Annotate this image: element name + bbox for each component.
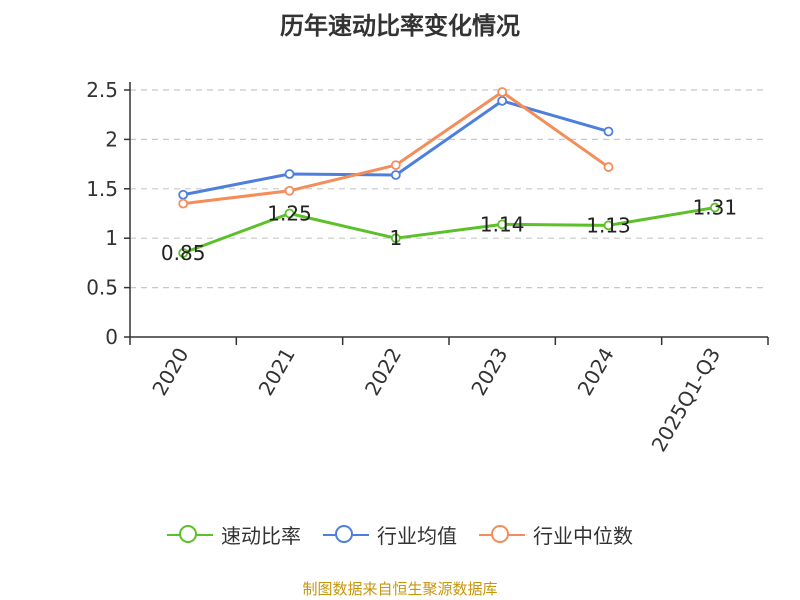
data-point — [178, 189, 189, 200]
x-tick-label: 2024 — [573, 344, 619, 400]
y-tick-label: 1 — [105, 226, 118, 250]
x-tick-label: 2020 — [147, 344, 193, 400]
chart-title: 历年速动比率变化情况 — [280, 12, 520, 40]
legend-item-quick-ratio[interactable]: 速动比率 — [167, 520, 301, 549]
data-point — [284, 185, 295, 196]
legend-item-industry-mean[interactable]: 行业均值 — [323, 520, 457, 549]
y-tick-label: 2 — [105, 127, 118, 151]
legend-swatch-industry-mean — [323, 523, 369, 547]
legend-label: 速动比率 — [221, 524, 301, 548]
data-point — [390, 170, 401, 180]
data-label: 1.31 — [693, 196, 738, 220]
data-point — [603, 126, 614, 137]
legend-label: 行业中位数 — [533, 524, 633, 548]
data-label: 1.25 — [267, 202, 312, 226]
data-point — [390, 233, 401, 244]
y-tick-label: 0.5 — [86, 276, 118, 300]
legend-swatch-industry-median — [479, 523, 525, 547]
x-tick-label: 2021 — [254, 344, 300, 400]
data-point — [603, 162, 614, 172]
x-tick-label: 2023 — [466, 343, 512, 399]
legend-swatch-quick-ratio — [167, 523, 213, 547]
x-tick-label: 2025Q1-Q3 — [646, 344, 725, 456]
y-tick-label: 1.5 — [86, 177, 118, 201]
data-point — [497, 95, 508, 106]
x-tick-label: 2022 — [360, 344, 406, 400]
legend: 速动比率 行业均值 行业中位数 — [0, 520, 800, 549]
data-point — [178, 198, 189, 209]
data-point — [178, 248, 189, 258]
data-point — [284, 169, 295, 179]
data-point — [390, 160, 401, 170]
data-point — [603, 220, 614, 231]
data-point — [709, 202, 720, 213]
y-tick-label: 2.5 — [86, 78, 118, 102]
data-label: 0.85 — [161, 241, 206, 265]
series-line — [182, 90, 610, 206]
data-label: 1 — [389, 226, 402, 250]
legend-label: 行业均值 — [377, 524, 457, 548]
data-label: 1.13 — [586, 213, 631, 237]
data-point — [284, 208, 295, 219]
data-point — [497, 219, 508, 230]
y-tick-label: 0 — [105, 325, 118, 349]
series-line — [182, 99, 609, 197]
series-line — [182, 206, 716, 255]
data-point — [497, 87, 508, 97]
data-source-note: 制图数据来自恒生聚源数据库 — [302, 580, 498, 598]
legend-item-industry-median[interactable]: 行业中位数 — [479, 520, 633, 549]
data-label: 1.14 — [480, 212, 525, 236]
